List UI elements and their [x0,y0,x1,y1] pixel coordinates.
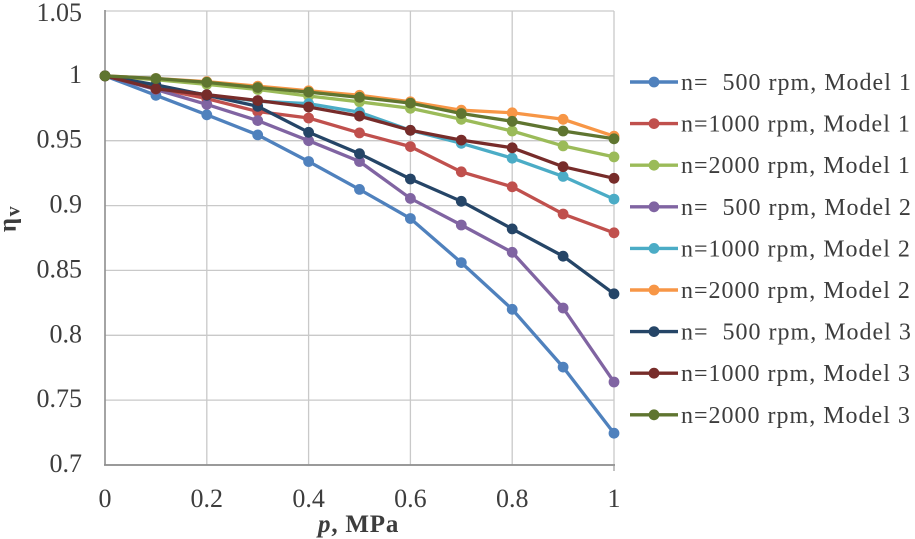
svg-text:n=1000 rpm, Model 3: n=1000 rpm, Model 3 [681,361,911,387]
svg-text:ηv: ηv [0,205,25,232]
svg-text:n= 500 rpm, Model 3: n= 500 rpm, Model 3 [681,320,912,346]
svg-text:n=1000 rpm, Model 2: n=1000 rpm, Model 2 [681,236,911,262]
svg-text:n=1000 rpm, Model 1: n=1000 rpm, Model 1 [681,112,911,138]
svg-text:p, MPa: p, MPa [316,511,399,538]
svg-text:1.05: 1.05 [37,0,83,27]
svg-text:n= 500 rpm, Model 1: n= 500 rpm, Model 1 [681,70,912,96]
svg-text:0.7: 0.7 [50,449,83,478]
svg-text:0.4: 0.4 [292,484,325,513]
svg-text:0.9: 0.9 [50,190,83,219]
svg-text:n=2000 rpm, Model 2: n=2000 rpm, Model 2 [681,278,911,304]
svg-text:n=2000 rpm, Model 1: n=2000 rpm, Model 1 [681,153,911,179]
svg-text:0.8: 0.8 [496,484,529,513]
svg-text:n=2000 rpm, Model 3: n=2000 rpm, Model 3 [681,403,911,429]
svg-text:0.75: 0.75 [37,384,83,413]
svg-text:0: 0 [99,484,112,513]
svg-text:1: 1 [69,60,82,89]
svg-text:1: 1 [608,484,621,513]
svg-text:0.85: 0.85 [37,254,83,283]
svg-text:0.6: 0.6 [394,484,427,513]
svg-text:0.95: 0.95 [37,125,83,154]
svg-text:0.2: 0.2 [191,484,224,513]
svg-text:n= 500 rpm, Model 2: n= 500 rpm, Model 2 [681,195,912,221]
svg-text:0.8: 0.8 [50,319,83,348]
